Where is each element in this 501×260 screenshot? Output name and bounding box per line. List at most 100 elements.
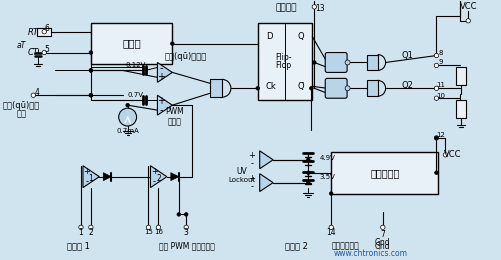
Text: Gnd: Gnd — [374, 238, 390, 247]
Text: -: - — [250, 159, 253, 168]
Text: +: + — [157, 72, 165, 82]
Circle shape — [89, 69, 93, 72]
Circle shape — [329, 192, 332, 195]
Circle shape — [170, 42, 174, 45]
Text: 0.7mA: 0.7mA — [116, 128, 139, 134]
Text: +: + — [248, 174, 255, 183]
Text: Flip-: Flip- — [274, 53, 291, 62]
Circle shape — [312, 61, 316, 64]
Circle shape — [184, 213, 188, 216]
Text: 0.7V: 0.7V — [127, 92, 143, 98]
Text: 0.12V: 0.12V — [125, 62, 145, 68]
Text: 13: 13 — [315, 4, 325, 13]
Text: 12: 12 — [435, 132, 444, 138]
Text: aT: aT — [17, 41, 26, 50]
Bar — [209, 79, 221, 97]
Circle shape — [42, 29, 46, 34]
Text: VCC: VCC — [458, 2, 476, 11]
Text: 輸出控制: 輸出控制 — [275, 3, 297, 12]
Bar — [331, 152, 437, 193]
Circle shape — [380, 225, 384, 230]
Text: 9: 9 — [437, 60, 442, 66]
Circle shape — [89, 93, 93, 97]
Circle shape — [89, 93, 93, 97]
Text: Q2: Q2 — [401, 81, 413, 90]
Circle shape — [89, 225, 93, 230]
Text: +: + — [248, 151, 255, 160]
Circle shape — [156, 225, 160, 230]
Circle shape — [79, 225, 83, 230]
Text: 2: 2 — [156, 174, 160, 183]
Text: 放大器 2: 放大器 2 — [285, 242, 307, 251]
Text: +: + — [83, 167, 90, 176]
FancyBboxPatch shape — [325, 53, 346, 72]
Text: 3: 3 — [183, 228, 188, 237]
Text: 3.5V: 3.5V — [319, 174, 335, 180]
Circle shape — [433, 63, 438, 68]
Circle shape — [434, 171, 437, 174]
Circle shape — [42, 50, 46, 55]
Circle shape — [344, 60, 349, 65]
Text: Gnd: Gnd — [374, 242, 390, 251]
Circle shape — [306, 181, 310, 184]
Text: RT: RT — [28, 28, 39, 37]
Bar — [55, 14, 444, 227]
Polygon shape — [259, 174, 273, 192]
Text: CT: CT — [28, 48, 39, 57]
Text: 基準電壓輸出: 基準電壓輸出 — [331, 242, 358, 251]
Circle shape — [306, 158, 310, 161]
Text: 1: 1 — [79, 228, 83, 237]
Text: 10: 10 — [435, 93, 444, 99]
Circle shape — [177, 213, 180, 216]
Text: -: - — [85, 177, 88, 186]
Text: 7: 7 — [380, 230, 384, 239]
Text: 反饋 PWM 比較器輸入: 反饋 PWM 比較器輸入 — [159, 242, 215, 251]
Bar — [91, 23, 172, 64]
Text: 放大器 1: 放大器 1 — [67, 242, 89, 251]
Text: Ck: Ck — [265, 82, 276, 91]
Text: 死區(qū)時間: 死區(qū)時間 — [3, 101, 40, 110]
Circle shape — [344, 86, 349, 91]
Polygon shape — [83, 166, 99, 188]
Circle shape — [433, 86, 438, 90]
Text: 4.9V: 4.9V — [319, 155, 335, 161]
Circle shape — [433, 53, 438, 58]
Circle shape — [306, 171, 310, 174]
Text: Flop: Flop — [275, 61, 291, 70]
Text: VCC: VCC — [443, 150, 460, 159]
Circle shape — [433, 96, 438, 100]
Text: www.chtronics.com: www.chtronics.com — [333, 249, 407, 258]
Polygon shape — [170, 173, 178, 181]
Bar — [455, 67, 465, 85]
Polygon shape — [150, 166, 166, 188]
Bar — [366, 55, 377, 70]
Text: 控制: 控制 — [17, 110, 27, 119]
Text: 死區(qū)比較器: 死區(qū)比較器 — [164, 52, 206, 61]
FancyBboxPatch shape — [325, 78, 346, 98]
Text: 8: 8 — [437, 50, 442, 56]
Circle shape — [312, 5, 316, 9]
Text: 4: 4 — [35, 88, 40, 97]
Circle shape — [146, 225, 150, 230]
Circle shape — [89, 69, 93, 72]
Circle shape — [184, 225, 188, 230]
Text: Lockout: Lockout — [228, 177, 255, 183]
Text: 2: 2 — [88, 228, 93, 237]
Circle shape — [433, 136, 438, 140]
Text: Q: Q — [297, 32, 304, 41]
Circle shape — [118, 108, 136, 126]
Polygon shape — [259, 151, 273, 169]
Text: 15: 15 — [144, 229, 153, 235]
Text: PWM
比較器: PWM 比較器 — [165, 107, 183, 127]
Circle shape — [126, 103, 129, 107]
Circle shape — [256, 87, 259, 90]
Circle shape — [31, 93, 36, 98]
Text: +: + — [157, 96, 165, 106]
Text: UV: UV — [236, 167, 246, 176]
Circle shape — [434, 136, 437, 140]
Text: +: + — [151, 167, 158, 176]
Text: 14: 14 — [326, 228, 335, 237]
Circle shape — [328, 225, 333, 230]
Text: D: D — [265, 32, 272, 41]
Text: 基準電壓源: 基準電壓源 — [369, 168, 399, 178]
